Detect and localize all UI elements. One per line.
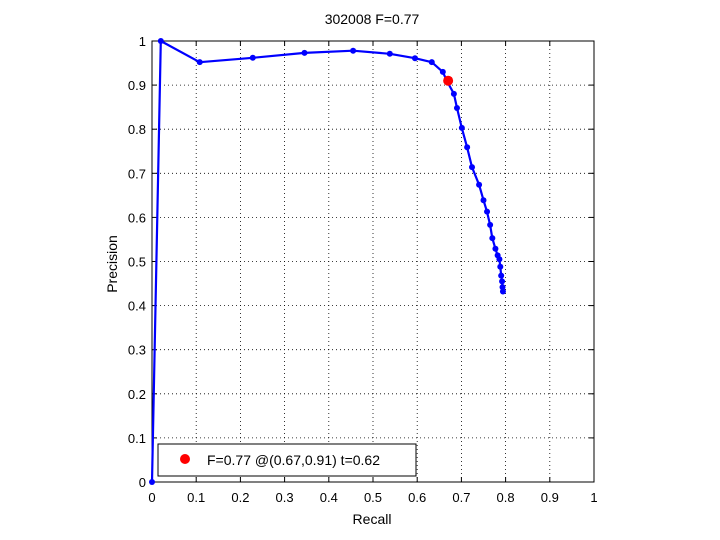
series-precision-recall <box>149 38 506 485</box>
x-tick-label: 0.7 <box>452 490 470 505</box>
data-point <box>453 105 460 112</box>
x-tick-label: 0.6 <box>408 490 426 505</box>
data-point <box>386 50 393 57</box>
y-tick-label: 0.4 <box>128 299 146 314</box>
data-point <box>492 245 499 252</box>
data-point <box>157 38 164 44</box>
data-point <box>450 90 457 97</box>
data-point <box>480 197 487 204</box>
data-point <box>411 55 418 62</box>
x-axis-label: Recall <box>353 511 392 527</box>
data-point <box>196 59 203 66</box>
y-tick-label: 0.6 <box>128 210 146 225</box>
data-point <box>301 49 308 56</box>
data-point <box>476 181 483 188</box>
x-tick-label: 0.9 <box>541 490 559 505</box>
y-tick-label: 0.9 <box>128 78 146 93</box>
data-point <box>497 263 504 270</box>
data-point <box>439 68 446 75</box>
data-point <box>428 59 435 66</box>
y-tick-label: 0.5 <box>128 255 146 270</box>
x-tick-label: 0.8 <box>497 490 515 505</box>
chart-title: 302008 F=0.77 <box>325 11 420 27</box>
legend-marker <box>180 454 190 464</box>
data-point <box>149 479 155 485</box>
data-point <box>469 164 476 171</box>
data-point <box>484 208 491 215</box>
y-tick-label: 0.7 <box>128 166 146 181</box>
data-point <box>458 124 465 131</box>
data-point <box>487 221 494 228</box>
data-point <box>249 54 256 61</box>
y-tick-label: 0.8 <box>128 122 146 137</box>
data-point <box>499 278 506 285</box>
x-tick-label: 0.1 <box>187 490 205 505</box>
legend-label: F=0.77 @(0.67,0.91) t=0.62 <box>207 452 380 468</box>
data-point <box>464 144 471 151</box>
y-tick-label: 1 <box>139 34 146 49</box>
best-f-point <box>443 75 454 86</box>
data-point <box>350 47 357 54</box>
x-tick-label: 0.5 <box>364 490 382 505</box>
legend: F=0.77 @(0.67,0.91) t=0.62 <box>157 443 417 477</box>
y-axis-ticks: 0 0.1 0.2 0.3 0.4 0.5 0.6 0.7 0.8 0.9 1 <box>128 34 594 490</box>
x-tick-label: 0.4 <box>320 490 338 505</box>
x-tick-label: 0.3 <box>276 490 294 505</box>
y-tick-label: 0.3 <box>128 343 146 358</box>
x-tick-label: 0 <box>148 490 155 505</box>
data-point <box>498 272 505 279</box>
data-point <box>496 256 503 263</box>
y-tick-label: 0.2 <box>128 387 146 402</box>
best-f-point-group <box>443 75 454 86</box>
data-point <box>489 235 496 242</box>
x-axis-ticks: 0 0.1 0.2 0.3 0.4 0.5 0.6 0.7 0.8 0.9 1 <box>148 41 598 505</box>
grid-lines <box>152 41 594 482</box>
x-tick-label: 1 <box>590 490 597 505</box>
y-axis-label: Precision <box>104 235 120 293</box>
data-point <box>499 288 506 295</box>
y-tick-label: 0 <box>139 475 146 490</box>
x-tick-label: 0.2 <box>231 490 249 505</box>
y-tick-label: 0.1 <box>128 431 146 446</box>
data-point <box>499 284 506 291</box>
legend-box <box>157 443 417 477</box>
